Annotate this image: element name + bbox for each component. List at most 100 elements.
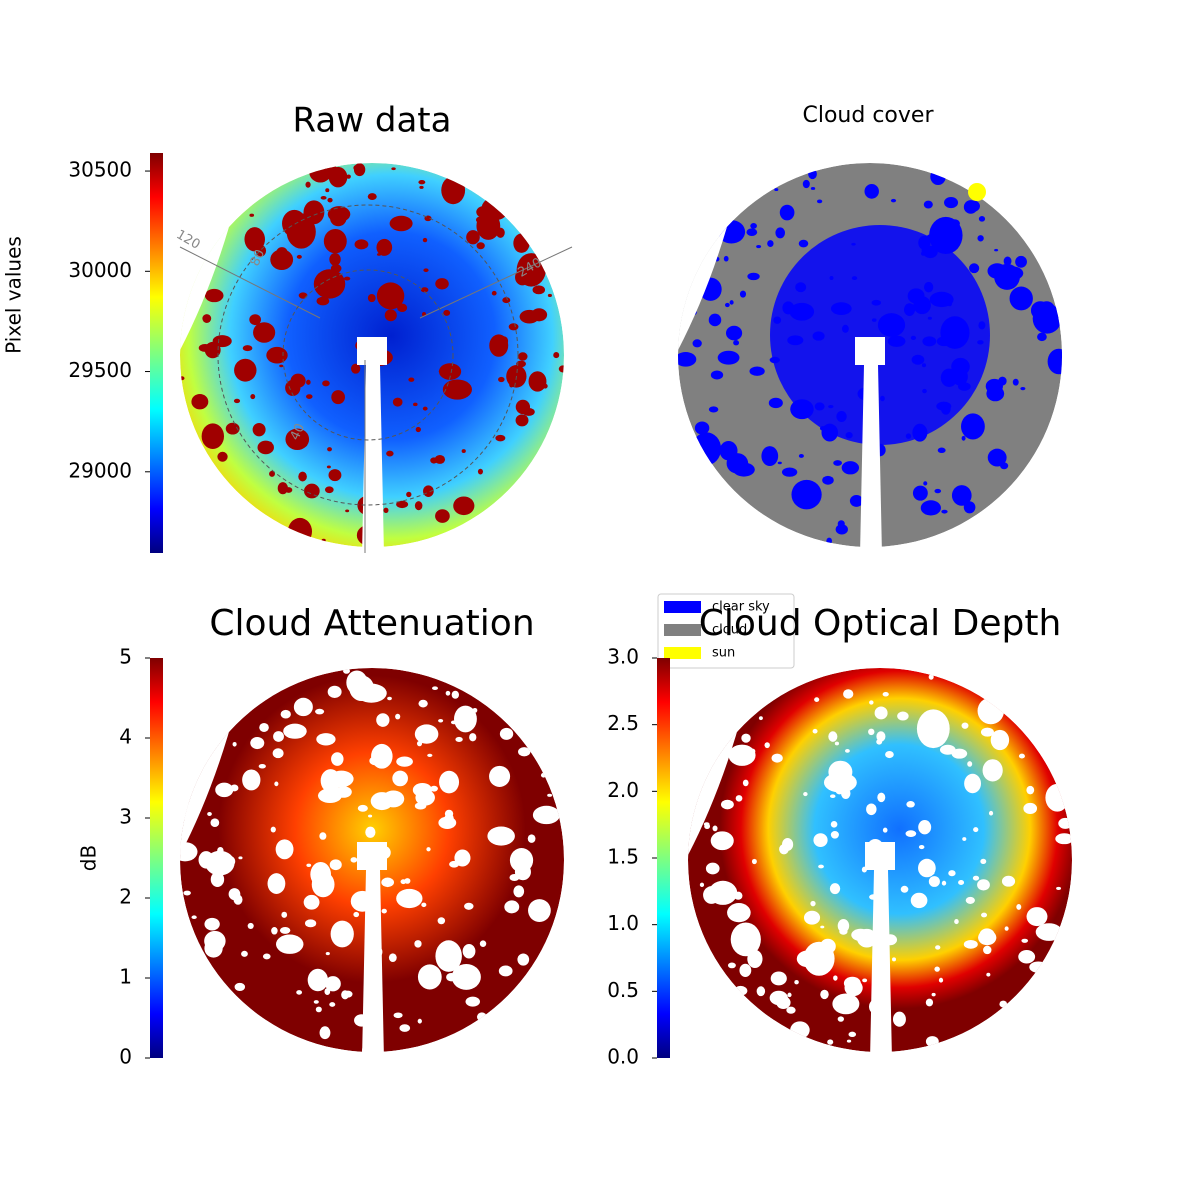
cloud-gap (741, 733, 751, 743)
cloud-gap (335, 786, 352, 798)
cloud-gap (961, 722, 969, 729)
cloud-gap (940, 316, 970, 349)
legend-label: clear sky (712, 600, 770, 615)
cloud-gap (866, 803, 877, 816)
cloud-gap (727, 962, 736, 969)
cloud-gap (1016, 903, 1022, 910)
cloud-gap (387, 696, 392, 701)
cloud-gap (813, 833, 828, 847)
colorbar-tick-label: 0.0 (607, 1045, 639, 1069)
cloud-gap (217, 451, 228, 462)
cloud-gap (810, 900, 816, 907)
cloud-gap (935, 945, 941, 950)
legend-label: cloud (712, 623, 747, 638)
cloud-gap (296, 990, 303, 995)
cloud-gap (191, 394, 209, 410)
cloud-gap (790, 399, 814, 420)
colorbar-tick-label: 5 (119, 645, 132, 669)
cloud-gap (928, 871, 935, 875)
cloud-gap (1020, 386, 1026, 391)
cloud-gap (274, 781, 279, 787)
cloud-gap (910, 892, 928, 909)
cloud-gap (343, 668, 350, 674)
cloud-gap (851, 242, 856, 246)
cloud-gap (876, 739, 883, 745)
cloud-gap (833, 460, 843, 466)
cloud-gap (843, 976, 861, 990)
cloud-gap (739, 290, 747, 298)
cloud-gap (272, 748, 284, 759)
cloud-gap (518, 352, 528, 361)
cloud-gap (212, 335, 232, 348)
cloud-gap (331, 752, 344, 766)
colorbar-tick-label: 29500 (68, 358, 132, 382)
cloud-gap (307, 968, 329, 992)
cloud-gap (210, 818, 220, 828)
cloud-gap (432, 686, 438, 691)
cloud-gap (329, 770, 354, 788)
cloud-gap (821, 423, 839, 442)
cloud-gap (371, 743, 393, 769)
cloud-gap (418, 179, 426, 185)
cloud-gap (502, 297, 511, 304)
cloud-gap (392, 770, 408, 787)
cloud-gap (1003, 256, 1012, 266)
cloud-gap (415, 426, 421, 433)
cloud-gap (678, 352, 697, 367)
cloud-gap (929, 291, 954, 308)
cloud-gap (756, 244, 762, 249)
cloud-gap (423, 268, 429, 273)
polar-grid (419, 246, 573, 319)
cloud-gap (329, 252, 341, 266)
cloud-gap (319, 1026, 331, 1040)
cloud-gap (441, 176, 466, 205)
cloud-gap (890, 198, 897, 203)
cloud-gap (833, 975, 838, 981)
cloud-gap (373, 751, 378, 755)
cloud-gap (513, 885, 525, 898)
cloud-gap (542, 383, 548, 389)
cloud-gap (905, 830, 917, 838)
cloud-gap (924, 281, 934, 293)
cloud-gap (370, 792, 394, 811)
cloud-gap (270, 249, 294, 270)
cloud-gap (276, 247, 288, 259)
cloud-gap (234, 982, 246, 992)
cloud-gap (756, 986, 766, 997)
cloud-gap (528, 371, 547, 392)
cloud-gap (298, 471, 307, 482)
cloud-gap (553, 351, 560, 359)
cloud-gap (1037, 332, 1047, 342)
panel-title: Cloud Attenuation (209, 603, 534, 644)
cloud-gap (286, 214, 316, 249)
cloud-gap (704, 823, 711, 829)
cloud-gap (789, 302, 815, 321)
cloud-gap (386, 450, 394, 457)
cloud-gap (343, 276, 351, 281)
cloud-gap (241, 950, 248, 957)
cloud-gap (353, 911, 360, 918)
cloud-gap (313, 269, 346, 299)
cloud-gap (1012, 378, 1019, 386)
cloud-gap (832, 993, 860, 1015)
cloud-gap (844, 749, 850, 753)
cloud-gap (720, 799, 734, 810)
cloud-gap (925, 998, 934, 1007)
cloud-gap (439, 770, 460, 794)
cloud-gap (233, 894, 243, 905)
cloud-gap (1045, 783, 1070, 812)
polar-label: 120 (173, 227, 202, 252)
cloud-gap (280, 709, 291, 719)
cloud-gap (414, 724, 439, 744)
cloud-gap (934, 966, 940, 972)
cloud-gap (304, 919, 317, 928)
cloud-gap (1056, 886, 1062, 890)
cloud-gap (418, 699, 428, 708)
cloud-gap (396, 500, 409, 509)
cloud-gap (476, 205, 493, 219)
cloud-gap (1000, 462, 1009, 470)
cloud-gap (515, 269, 530, 286)
cloud-gap (1055, 833, 1072, 845)
cloud-gap (279, 926, 291, 934)
cloud-gap (434, 454, 446, 464)
